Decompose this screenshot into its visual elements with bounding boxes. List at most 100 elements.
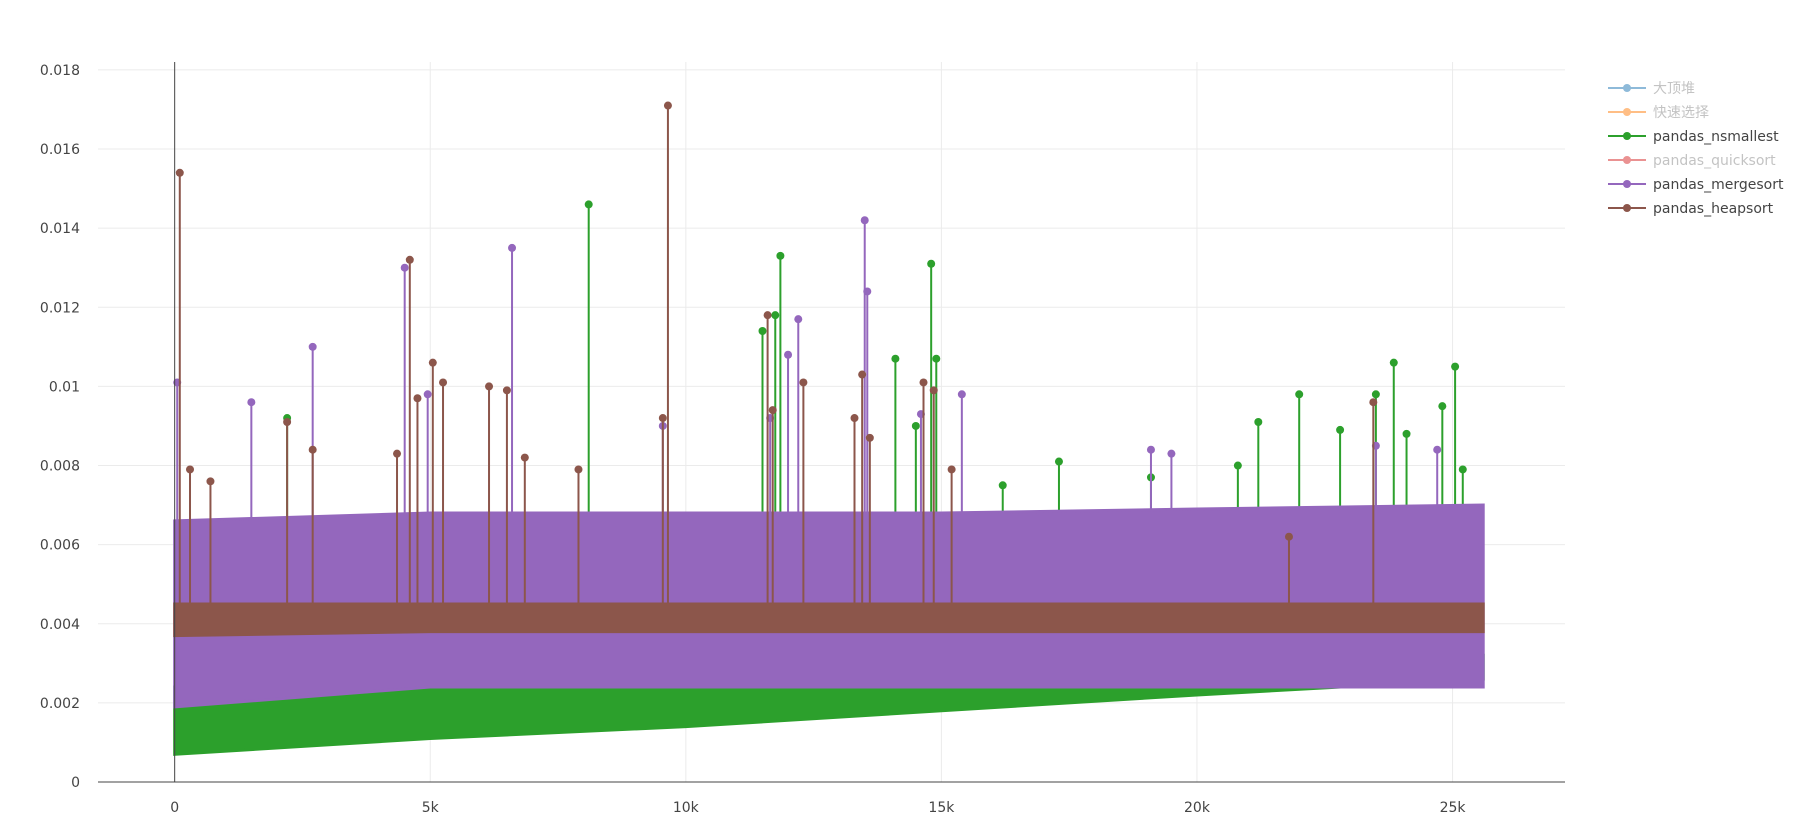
legend-swatch-marker <box>1623 180 1631 188</box>
data-point <box>799 378 808 387</box>
x-tick-label: 10k <box>673 800 700 815</box>
legend-item[interactable]: 大顶堆 <box>1608 81 1695 97</box>
x-tick-label: 15k <box>928 800 955 815</box>
legend-label: pandas_quicksort <box>1653 153 1776 169</box>
y-tick-label: 0.002 <box>40 696 80 712</box>
y-tick-label: 0.016 <box>40 142 80 158</box>
x-tick-label: 25k <box>1440 800 1467 815</box>
legend-item[interactable]: pandas_heapsort <box>1608 201 1774 217</box>
data-point <box>794 315 803 324</box>
data-point <box>206 477 215 486</box>
axes: 0 0.002 0.004 0.006 0.008 0.01 0.012 0.014 0.016… <box>40 62 1565 815</box>
data-point <box>911 421 920 430</box>
data-point <box>1389 358 1398 367</box>
data-point <box>1254 418 1263 426</box>
x-tick-label: 5k <box>422 800 440 815</box>
data-point <box>574 465 583 474</box>
legend-item[interactable]: 快速选择 <box>1608 105 1709 121</box>
y-tick-label: 0.012 <box>40 300 80 316</box>
data-point <box>423 390 432 399</box>
y-tick-label: 0.006 <box>40 538 80 554</box>
data-point <box>1146 445 1155 454</box>
series-band <box>173 602 1485 638</box>
data-point <box>520 453 529 462</box>
data-point <box>405 255 414 264</box>
data-point <box>932 354 941 363</box>
data-point <box>776 251 785 260</box>
data-point <box>663 101 672 110</box>
legend-swatch-marker <box>1623 132 1631 140</box>
data-point <box>658 414 667 423</box>
data-point <box>1451 362 1460 371</box>
y-tick-label: 0.004 <box>40 617 80 633</box>
data-point <box>860 216 869 225</box>
legend-label: 大顶堆 <box>1653 81 1695 97</box>
data-point <box>957 390 966 399</box>
data-point <box>758 327 767 336</box>
data-point <box>1336 425 1345 434</box>
data-point <box>485 382 494 391</box>
data-point <box>283 418 292 426</box>
legend-label: pandas_heapsort <box>1653 201 1774 217</box>
y-tick-label: 0.008 <box>40 459 80 475</box>
legend-label: pandas_nsmallest <box>1653 129 1779 145</box>
data-point <box>919 378 928 387</box>
data-point <box>1433 445 1442 454</box>
data-point <box>947 465 956 474</box>
legend-label: 快速选择 <box>1653 105 1709 121</box>
data-point <box>1458 465 1467 474</box>
data-point <box>308 342 317 351</box>
data-point <box>784 350 793 359</box>
data-point <box>508 243 517 252</box>
legend-swatch-marker <box>1623 204 1631 212</box>
data-point <box>1284 532 1293 541</box>
data-point <box>865 433 874 442</box>
legend-item[interactable]: pandas_nsmallest <box>1608 129 1779 145</box>
data-point <box>413 394 422 403</box>
data-point <box>763 311 772 320</box>
data-point <box>850 414 859 423</box>
y-tick-label: 0 <box>71 775 80 791</box>
data-point <box>1233 461 1242 470</box>
legend-item[interactable]: pandas_quicksort <box>1608 153 1776 169</box>
data-point <box>927 259 936 268</box>
x-tick-label: 20k <box>1184 800 1211 815</box>
data-point <box>428 358 437 367</box>
data-point <box>393 449 402 458</box>
data-point <box>891 354 900 363</box>
data-point <box>502 386 511 395</box>
series-pandas_heapsort <box>173 101 1485 638</box>
y-tick-label: 0.014 <box>40 221 80 237</box>
legend-swatch-marker <box>1623 108 1631 116</box>
y-tick-label: 0.01 <box>49 379 80 395</box>
data-point <box>1295 390 1304 399</box>
data-point <box>247 398 256 407</box>
data-point <box>400 263 409 272</box>
legend-label: pandas_mergesort <box>1653 177 1784 193</box>
data-point <box>439 378 448 387</box>
data-point <box>863 287 872 296</box>
legend-swatch-marker <box>1623 84 1631 92</box>
legend-swatch-marker <box>1623 156 1631 164</box>
data-point <box>1369 398 1378 407</box>
data-point <box>186 465 195 474</box>
data-point <box>175 168 184 177</box>
data-point <box>929 386 938 395</box>
data-point <box>998 481 1007 490</box>
x-tick-label: 0 <box>170 800 179 815</box>
data-point <box>308 445 317 454</box>
data-point <box>858 370 867 379</box>
data-point <box>1054 457 1063 466</box>
data-point <box>768 406 777 415</box>
data-point <box>1402 429 1411 438</box>
y-tick-label: 0.018 <box>40 63 80 79</box>
data-point <box>1438 402 1447 411</box>
legend-item[interactable]: pandas_mergesort <box>1608 177 1784 193</box>
data-point <box>1167 449 1176 458</box>
plot-area <box>173 101 1485 756</box>
data-point <box>584 200 593 209</box>
data-point <box>771 311 780 320</box>
data-point <box>1371 390 1380 399</box>
